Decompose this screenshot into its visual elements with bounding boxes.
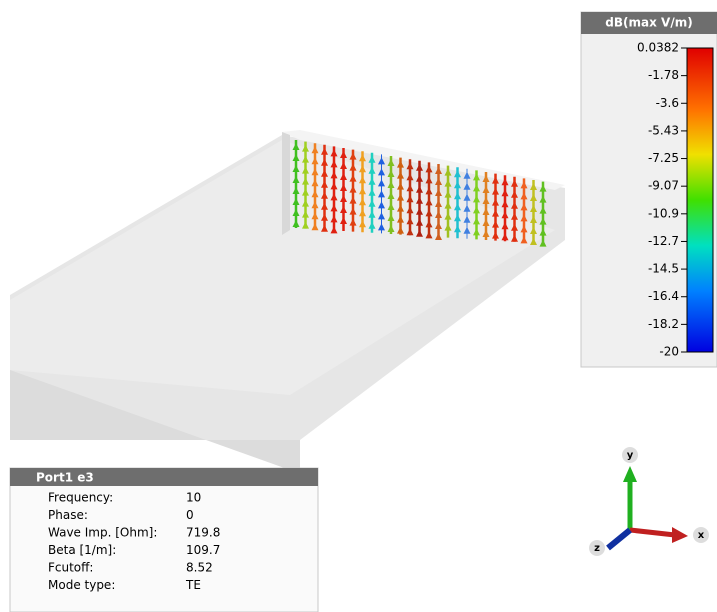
axis-label-x: x xyxy=(698,530,705,541)
axis-label-z: z xyxy=(594,543,600,554)
axis-label-y: y xyxy=(627,450,634,461)
info-value: 719.8 xyxy=(186,526,220,540)
colorbar xyxy=(687,48,713,352)
colorbar-tick-label: -12.7 xyxy=(648,234,679,248)
info-label: Fcutoff: xyxy=(48,561,93,575)
colorbar-tick-label: -3.6 xyxy=(656,96,679,110)
info-label: Wave Imp. [Ohm]: xyxy=(48,526,157,540)
info-value: 0 xyxy=(186,508,194,522)
info-label: Phase: xyxy=(48,508,88,522)
colorbar-panel: dB(max V/m) 0.0382 -1.78 -3.6 -5.43 -7.25 -9.… xyxy=(581,12,717,367)
colorbar-title: dB(max V/m) xyxy=(605,16,692,30)
colorbar-tick-label: -14.5 xyxy=(648,262,679,276)
colorbar-tick-label: -20 xyxy=(659,345,679,359)
info-label: Mode type: xyxy=(48,578,115,592)
scene: dB(max V/m) 0.0382 -1.78 -3.6 -5.43 -7.25 -9.… xyxy=(0,0,717,612)
info-value: TE xyxy=(185,578,201,592)
colorbar-tick-label: -16.4 xyxy=(648,289,679,303)
axis-triad: y x z xyxy=(589,447,709,556)
colorbar-tick-label: -5.43 xyxy=(648,123,679,137)
info-title: Port1 e3 xyxy=(36,471,94,485)
waveguide xyxy=(10,130,565,470)
info-label: Frequency: xyxy=(48,491,113,505)
info-value: 8.52 xyxy=(186,561,213,575)
colorbar-tick-label: -9.07 xyxy=(648,179,679,193)
colorbar-tick-label: -1.78 xyxy=(648,68,679,82)
info-label: Beta [1/m]: xyxy=(48,543,116,557)
info-value: 10 xyxy=(186,491,201,505)
info-panel: Port1 e3 Frequency: 10 Phase: 0 Wave Imp. [O… xyxy=(10,468,318,612)
colorbar-tick-label: -10.9 xyxy=(648,206,679,220)
colorbar-tick-label: -18.2 xyxy=(648,317,679,331)
colorbar-tick-label: -7.25 xyxy=(648,151,679,165)
info-value: 109.7 xyxy=(186,543,220,557)
colorbar-tick-label: 0.0382 xyxy=(637,41,679,55)
